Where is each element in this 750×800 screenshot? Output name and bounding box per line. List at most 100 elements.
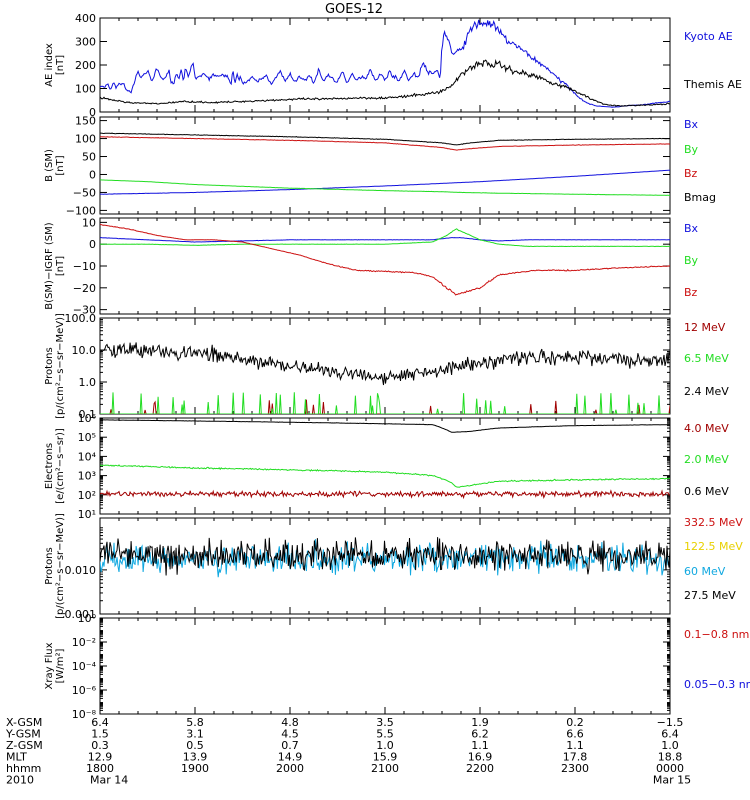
x-table-cell: Mar 15 bbox=[653, 774, 691, 787]
legend-332-5-mev: 332.5 MeV bbox=[684, 516, 743, 529]
x-table-cell: 12.9 bbox=[88, 751, 113, 764]
x-table-cell: 1.5 bbox=[91, 728, 109, 741]
x-table-cell: 1.1 bbox=[471, 739, 489, 752]
x-table-cell: 1.0 bbox=[661, 739, 679, 752]
y-axis-label: [p/(cm²−s−sr−MeV)] bbox=[55, 513, 66, 619]
panel-db: 10 0 −10 −20 −30 B(SM)−IGRF (SM) [nT] Bx By Bz bbox=[44, 216, 699, 316]
y-tick-label: 0.1 bbox=[79, 408, 97, 421]
x-table-cell: 2100 bbox=[371, 762, 399, 775]
y-tick-label: −20 bbox=[73, 282, 96, 295]
y-tick-label: 50 bbox=[82, 151, 96, 164]
legend-60-mev: 60 MeV bbox=[684, 565, 726, 578]
y-axis-label: Electrons bbox=[44, 443, 55, 489]
x-table-cell: −1.5 bbox=[657, 716, 684, 729]
y-tick-label: 10¹ bbox=[78, 508, 96, 521]
x-table-cell: 0.3 bbox=[91, 739, 109, 752]
x-table-cell: 0.5 bbox=[186, 739, 204, 752]
y-tick-label: 10.0 bbox=[72, 344, 97, 357]
legend-0-05-0-3-nm: 0.05−0.3 nm bbox=[684, 678, 750, 691]
x-table-cell: 0000 bbox=[656, 762, 684, 775]
y-tick-label: 100.0 bbox=[65, 312, 97, 325]
legend-bz: Bz bbox=[684, 167, 698, 180]
x-table-cell: 6.2 bbox=[471, 728, 489, 741]
y-axis-label: [e/(cm²−s−sr)] bbox=[55, 428, 66, 504]
y-tick-label: 10⁵ bbox=[78, 431, 96, 444]
panel-frame bbox=[99, 116, 671, 215]
chart-title: GOES-12 bbox=[325, 2, 383, 17]
y-tick-label: 100 bbox=[75, 83, 96, 96]
y-tick-label: 0 bbox=[89, 168, 96, 181]
x-table-cell: 6.6 bbox=[566, 728, 584, 741]
x-table-row-label: MLT bbox=[6, 751, 27, 764]
y-tick-label: 100 bbox=[75, 133, 96, 146]
legend-bz: Bz bbox=[684, 286, 698, 299]
x-table-cell: 2200 bbox=[466, 762, 494, 775]
legend-4-0-mev: 4.0 MeV bbox=[684, 422, 729, 435]
x-table-cell: 1.9 bbox=[471, 716, 489, 729]
x-table-cell: 0.2 bbox=[566, 716, 584, 729]
y-tick-label: 10 bbox=[82, 216, 96, 229]
y-tick-label: −50 bbox=[73, 186, 96, 199]
y-tick-label: 400 bbox=[75, 12, 96, 25]
x-table-row-label: X-GSM bbox=[6, 716, 42, 729]
y-tick-label: 10⁻⁸ bbox=[72, 708, 97, 721]
series-by bbox=[100, 179, 670, 196]
x-table-cell: 1900 bbox=[181, 762, 209, 775]
x-table-cell: 5.5 bbox=[376, 728, 394, 741]
y-tick-label: 10⁰ bbox=[78, 612, 97, 625]
y-tick-label: 1.0 bbox=[79, 376, 97, 389]
legend-2-4-mev: 2.4 MeV bbox=[684, 385, 729, 398]
x-table-row-label: 2010 bbox=[6, 774, 34, 787]
y-tick-label: 10⁶ bbox=[78, 412, 97, 425]
panel-frame bbox=[99, 217, 671, 315]
series-bz bbox=[100, 223, 670, 296]
x-table-cell: 5.8 bbox=[186, 716, 204, 729]
y-tick-label: 0.001 bbox=[65, 608, 97, 621]
x-table-cell: 2300 bbox=[561, 762, 589, 775]
x-table-cell: 6.4 bbox=[661, 728, 679, 741]
x-table-row-label: hhmm bbox=[6, 762, 41, 775]
x-table-cell: 15.9 bbox=[373, 751, 398, 764]
y-tick-label: 10³ bbox=[78, 470, 96, 483]
y-axis-label: [nT] bbox=[55, 155, 66, 175]
series-bx bbox=[100, 169, 670, 195]
series-2-4-mev bbox=[100, 342, 670, 386]
x-table-cell: 13.9 bbox=[183, 751, 208, 764]
x-table-cell: 16.9 bbox=[468, 751, 493, 764]
y-axis-label: [p/(cm²−s−sr−MeV)] bbox=[55, 313, 66, 419]
legend-0-1-0-8-nm: 0.1−0.8 nm bbox=[684, 628, 749, 641]
y-tick-label: 150 bbox=[75, 115, 96, 128]
y-tick-label: 0.010 bbox=[65, 564, 97, 577]
panel-frame bbox=[99, 417, 671, 515]
x-table-cell: 17.8 bbox=[563, 751, 588, 764]
series-bz bbox=[100, 136, 670, 151]
y-tick-label: 10⁻² bbox=[72, 636, 96, 649]
y-axis-label: [nT] bbox=[55, 55, 66, 75]
legend-2-0-mev: 2.0 MeV bbox=[684, 453, 729, 466]
x-table-row-label: Z-GSM bbox=[6, 739, 43, 752]
y-tick-label: 10⁻⁴ bbox=[72, 660, 97, 673]
x-table-cell: 18.8 bbox=[658, 751, 683, 764]
x-table-row-label: Y-GSM bbox=[5, 728, 41, 741]
y-tick-label: −30 bbox=[73, 304, 96, 317]
legend-bmag: Bmag bbox=[684, 191, 716, 204]
x-table-cell: 0.7 bbox=[281, 739, 299, 752]
series-kyoto-ae bbox=[100, 19, 670, 108]
series-themis-ae bbox=[100, 58, 670, 107]
y-axis-label: B(SM)−IGRF (SM) bbox=[44, 222, 55, 309]
x-table-cell: 6.4 bbox=[91, 716, 109, 729]
panel-frame bbox=[99, 617, 671, 715]
panel-b: 150 100 50 0 −50 −100 B (SM) [nT] Bx By Bz Bmag bbox=[44, 115, 716, 218]
series-27-5-mev bbox=[100, 537, 670, 576]
x-table-cell: 1.1 bbox=[566, 739, 584, 752]
y-tick-label: 10² bbox=[78, 489, 96, 502]
y-axis-label: [nT] bbox=[55, 256, 66, 276]
y-tick-label: 0 bbox=[89, 106, 96, 119]
x-table-cell: 1800 bbox=[86, 762, 114, 775]
y-tick-label: −100 bbox=[66, 204, 96, 217]
y-axis-label: Protons bbox=[44, 547, 55, 584]
x-table-cell: 4.5 bbox=[281, 728, 299, 741]
legend-bx: Bx bbox=[684, 222, 699, 235]
y-axis-label: Xray Flux bbox=[44, 642, 55, 689]
legend-6-5-mev: 6.5 MeV bbox=[684, 352, 729, 365]
